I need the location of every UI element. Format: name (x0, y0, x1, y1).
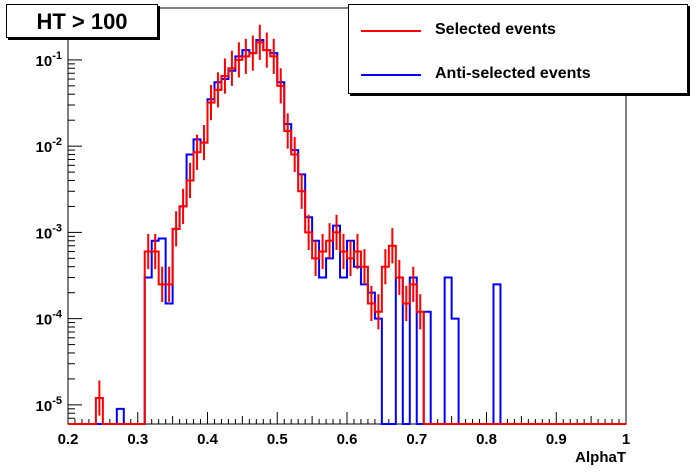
x-tick-label: 0.2 (58, 431, 79, 448)
x-tick-label: 0.4 (197, 431, 219, 448)
x-tick-label: 0.9 (546, 431, 567, 448)
x-tick-label: 0.7 (406, 431, 427, 448)
series-anti-selected (68, 39, 626, 425)
series-selected (68, 41, 626, 425)
x-tick-label: 0.5 (267, 431, 288, 448)
x-tick-label: 0.8 (476, 431, 497, 448)
x-axis-label: AlphaT (575, 449, 626, 466)
chart-title: HT > 100 (6, 4, 158, 38)
y-tick-label: 10-1 (36, 50, 62, 70)
x-tick-label: 0.6 (337, 431, 358, 448)
x-tick-label: 1 (622, 431, 630, 448)
y-tick-label: 10-2 (36, 136, 62, 156)
legend-item-selected: Selected events (349, 19, 687, 43)
y-tick-label: 10-5 (36, 395, 62, 415)
legend-label-anti: Anti-selected events (435, 65, 591, 82)
legend-item-anti: Anti-selected events (349, 63, 687, 87)
legend: Selected events Anti-selected events (348, 4, 688, 94)
legend-label-selected: Selected events (435, 21, 556, 38)
y-tick-label: 10-3 (36, 222, 62, 242)
x-tick-label: 0.3 (127, 431, 148, 448)
legend-swatch-anti (361, 74, 421, 76)
y-tick-label: 10-4 (36, 309, 63, 329)
legend-swatch-selected (361, 30, 421, 32)
